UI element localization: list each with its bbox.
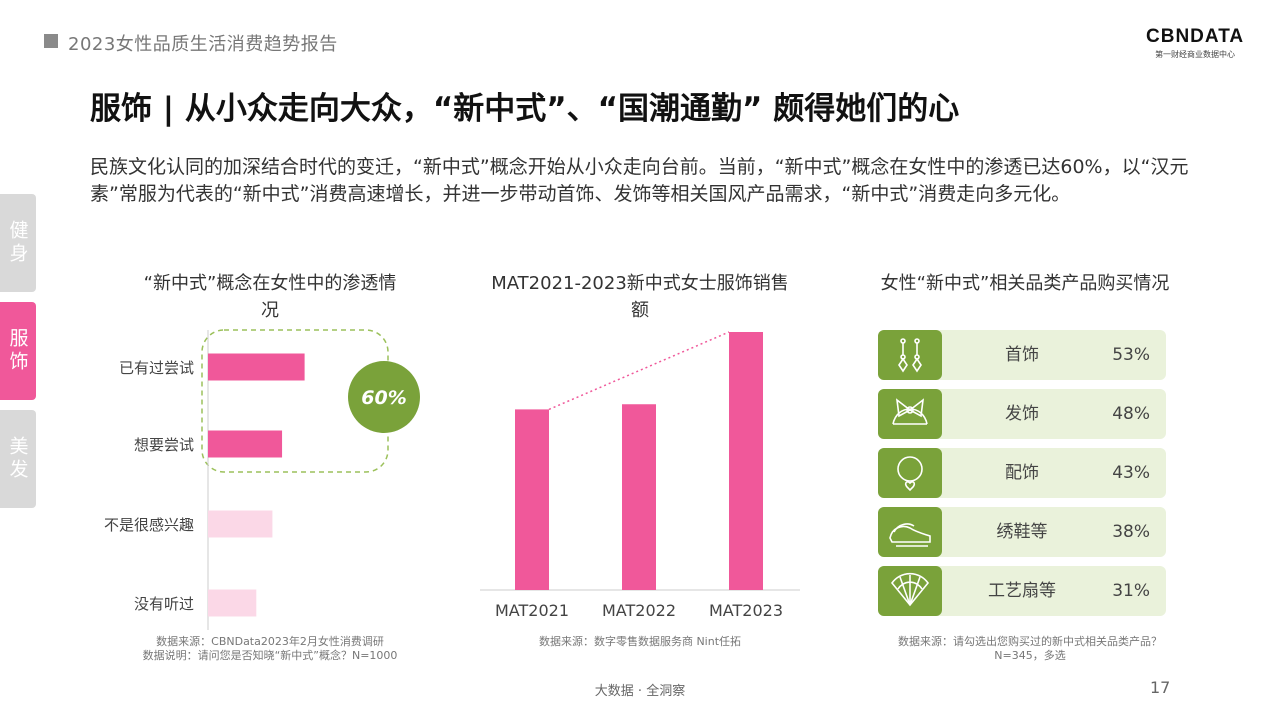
earrings-icon: [878, 330, 942, 380]
penetration-bar: [208, 510, 273, 538]
penetration-bar: [208, 353, 305, 381]
sales-bar: [515, 409, 549, 590]
category-percentage: 48%: [1112, 404, 1150, 424]
intro-paragraph: 民族文化认同的加深结合时代的变迁，“新中式”概念开始从小众走向台前。当前，“新中…: [90, 156, 1189, 205]
sales-category-label: MAT2021: [495, 601, 569, 620]
chart1-source: 数据来源：CBNData2023年2月女性消费调研: [156, 635, 384, 648]
category-row: 首饰 53%: [878, 330, 1166, 380]
sales-bar: [622, 404, 656, 590]
category-row: 工艺扇等 31%: [878, 566, 1166, 616]
category-percentage: 31%: [1112, 581, 1150, 601]
category-name: 工艺扇等: [988, 581, 1056, 601]
category-name: 绣鞋等: [996, 522, 1048, 542]
chart1-title: “新中式”概念在女性中的渗透情况: [143, 273, 397, 321]
sales-bar: [729, 332, 763, 590]
penetration-category-label: 不是很感兴趣: [104, 516, 194, 534]
embroidered-shoes-icon: [878, 507, 942, 557]
chart3-title: 女性“新中式”相关品类产品购买情况: [880, 273, 1170, 294]
necklace-icon: [878, 448, 942, 498]
highlight-circle: [348, 361, 420, 433]
brand-logo: CBNDATA 第一财经商业数据中心: [1146, 26, 1244, 60]
chart2-source: 数据来源：数字零售数据服务商 Nint任拓: [538, 635, 742, 648]
category-percentage: 38%: [1112, 522, 1150, 542]
chart3-source-note: 数据来源：请勾选出您购买过的新中式相关品类产品？ N=345，多选: [850, 635, 1210, 663]
folding-fan-icon: [878, 566, 942, 616]
side-tab-beauty[interactable]: 美发: [0, 410, 36, 508]
sales-category-label: MAT2022: [602, 601, 676, 620]
chart2-title: MAT2021-2023新中式女士服饰销售额: [491, 273, 789, 321]
side-tab-clothing[interactable]: 服饰: [0, 302, 36, 400]
side-tab-health[interactable]: 健身: [0, 194, 36, 292]
category-name: 发饰: [1005, 404, 1039, 424]
penetration-bar: [208, 430, 283, 458]
penetration-category-label: 想要尝试: [134, 436, 194, 454]
penetration-category-label: 已有过尝试: [119, 359, 194, 377]
sales-bar-chart: MAT2021 MAT2022 MAT2023: [480, 331, 800, 620]
chart1-note: 数据说明：请问您是否知晓“新中式”概念？N=1000: [142, 649, 398, 662]
category-name: 首饰: [1005, 345, 1039, 365]
logo-subtitle: 第一财经商业数据中心: [1155, 50, 1236, 59]
page-headline: 服饰 | 从小众走向大众，“新中式”、“国潮通勤” 颇得她们的心: [90, 91, 960, 127]
chart3-note: N=345，多选: [994, 649, 1066, 662]
chart3-source: 数据来源：请勾选出您购买过的新中式相关品类产品？: [898, 635, 1162, 648]
category-row: 绣鞋等 38%: [878, 507, 1166, 557]
footer-slogan: 大数据 · 全洞察: [594, 684, 686, 699]
chart1-source-note: 数据来源：CBNData2023年2月女性消费调研 数据说明：请问您是否知晓“新…: [80, 635, 460, 663]
growth-trend-line: [548, 331, 730, 411]
report-title: 2023女性品质生活消费趋势报告: [68, 34, 338, 55]
penetration-bar: [208, 589, 257, 617]
header-square-marker: [44, 34, 58, 48]
category-row: 发饰 48%: [878, 389, 1166, 439]
hair-bow-icon: [878, 389, 942, 439]
highlight-value: 60%: [361, 387, 406, 409]
logo-wordmark: CBNDATA: [1146, 26, 1245, 47]
sales-category-label: MAT2023: [709, 601, 783, 620]
category-name: 配饰: [1005, 463, 1039, 483]
page-number: 17: [1150, 678, 1171, 697]
category-percentage: 53%: [1112, 345, 1150, 365]
penetration-category-label: 没有听过: [134, 595, 194, 613]
chart2-source-note: 数据来源：数字零售数据服务商 Nint任拓: [480, 635, 800, 649]
category-percentage: 43%: [1112, 463, 1150, 483]
category-row: 配饰 43%: [878, 448, 1166, 498]
